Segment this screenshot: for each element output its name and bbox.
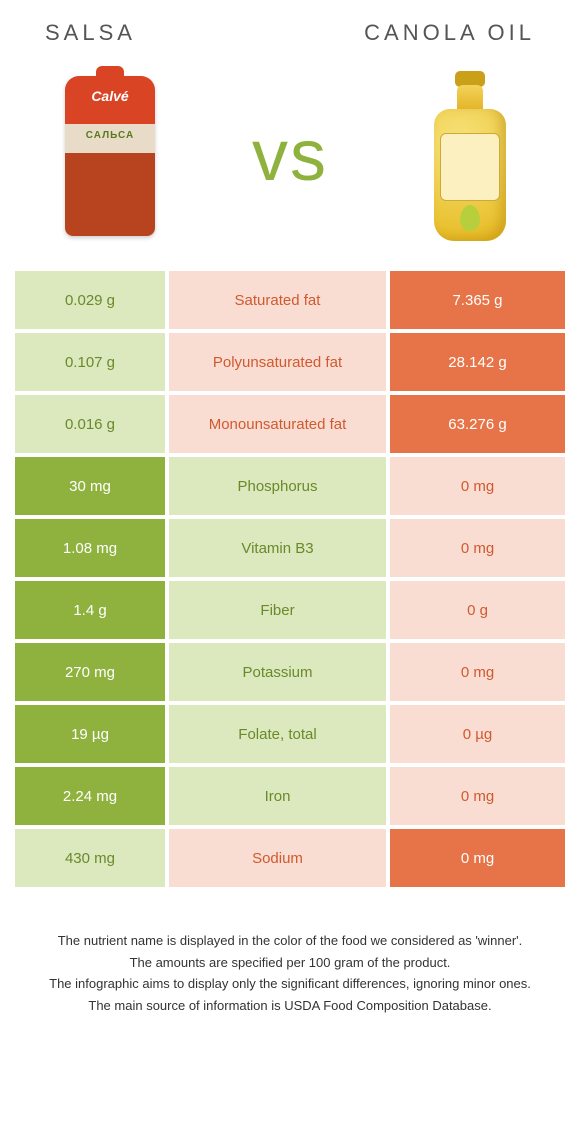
nutrient-name-cell: Phosphorus	[169, 457, 386, 515]
nutrient-name-cell: Iron	[169, 767, 386, 825]
right-value-cell: 0 mg	[390, 457, 565, 515]
nutrient-name-cell: Fiber	[169, 581, 386, 639]
left-value-cell: 19 µg	[15, 705, 165, 763]
right-value-cell: 7.365 g	[390, 271, 565, 329]
vs-label: vs	[252, 115, 328, 197]
table-row: 0.029 gSaturated fat7.365 g	[15, 271, 565, 329]
table-row: 0.016 gMonounsaturated fat63.276 g	[15, 395, 565, 453]
table-row: 0.107 gPolyunsaturated fat28.142 g	[15, 333, 565, 391]
footer-line: The main source of information is USDA F…	[30, 996, 550, 1016]
nutrient-name-cell: Potassium	[169, 643, 386, 701]
table-row: 270 mgPotassium0 mg	[15, 643, 565, 701]
footer-line: The infographic aims to display only the…	[30, 974, 550, 994]
table-row: 1.4 gFiber0 g	[15, 581, 565, 639]
right-value-cell: 63.276 g	[390, 395, 565, 453]
table-row: 2.24 mgIron0 mg	[15, 767, 565, 825]
footer-notes: The nutrient name is displayed in the co…	[15, 891, 565, 1015]
table-row: 1.08 mgVitamin B30 mg	[15, 519, 565, 577]
right-value-cell: 0 mg	[390, 767, 565, 825]
left-value-cell: 2.24 mg	[15, 767, 165, 825]
salsa-label-text: САЛЬСА	[65, 130, 155, 141]
left-value-cell: 0.016 g	[15, 395, 165, 453]
table-row: 30 mgPhosphorus0 mg	[15, 457, 565, 515]
right-product-title: Canola oil	[364, 20, 535, 46]
nutrient-name-cell: Sodium	[169, 829, 386, 887]
product-images-row: Calvé САЛЬСА vs	[15, 56, 565, 271]
salsa-brand-text: Calvé	[65, 88, 155, 104]
nutrient-name-cell: Polyunsaturated fat	[169, 333, 386, 391]
nutrient-name-cell: Monounsaturated fat	[169, 395, 386, 453]
left-value-cell: 0.029 g	[15, 271, 165, 329]
left-value-cell: 30 mg	[15, 457, 165, 515]
nutrient-comparison-table: 0.029 gSaturated fat7.365 g0.107 gPolyun…	[15, 271, 565, 887]
right-value-cell: 0 mg	[390, 643, 565, 701]
salsa-package-icon: Calvé САЛЬСА	[65, 76, 155, 236]
right-value-cell: 0 µg	[390, 705, 565, 763]
left-value-cell: 1.08 mg	[15, 519, 165, 577]
table-row: 430 mgSodium0 mg	[15, 829, 565, 887]
left-value-cell: 270 mg	[15, 643, 165, 701]
right-value-cell: 0 mg	[390, 519, 565, 577]
right-product-image	[395, 66, 545, 246]
left-value-cell: 430 mg	[15, 829, 165, 887]
left-product-image: Calvé САЛЬСА	[35, 66, 185, 246]
left-value-cell: 1.4 g	[15, 581, 165, 639]
footer-line: The amounts are specified per 100 gram o…	[30, 953, 550, 973]
comparison-header: Salsa Canola oil	[15, 20, 565, 56]
canola-oil-bottle-icon	[426, 71, 514, 241]
right-value-cell: 28.142 g	[390, 333, 565, 391]
footer-line: The nutrient name is displayed in the co…	[30, 931, 550, 951]
right-value-cell: 0 mg	[390, 829, 565, 887]
left-value-cell: 0.107 g	[15, 333, 165, 391]
nutrient-name-cell: Folate, total	[169, 705, 386, 763]
right-value-cell: 0 g	[390, 581, 565, 639]
nutrient-name-cell: Saturated fat	[169, 271, 386, 329]
nutrient-name-cell: Vitamin B3	[169, 519, 386, 577]
table-row: 19 µgFolate, total0 µg	[15, 705, 565, 763]
left-product-title: Salsa	[45, 20, 136, 46]
